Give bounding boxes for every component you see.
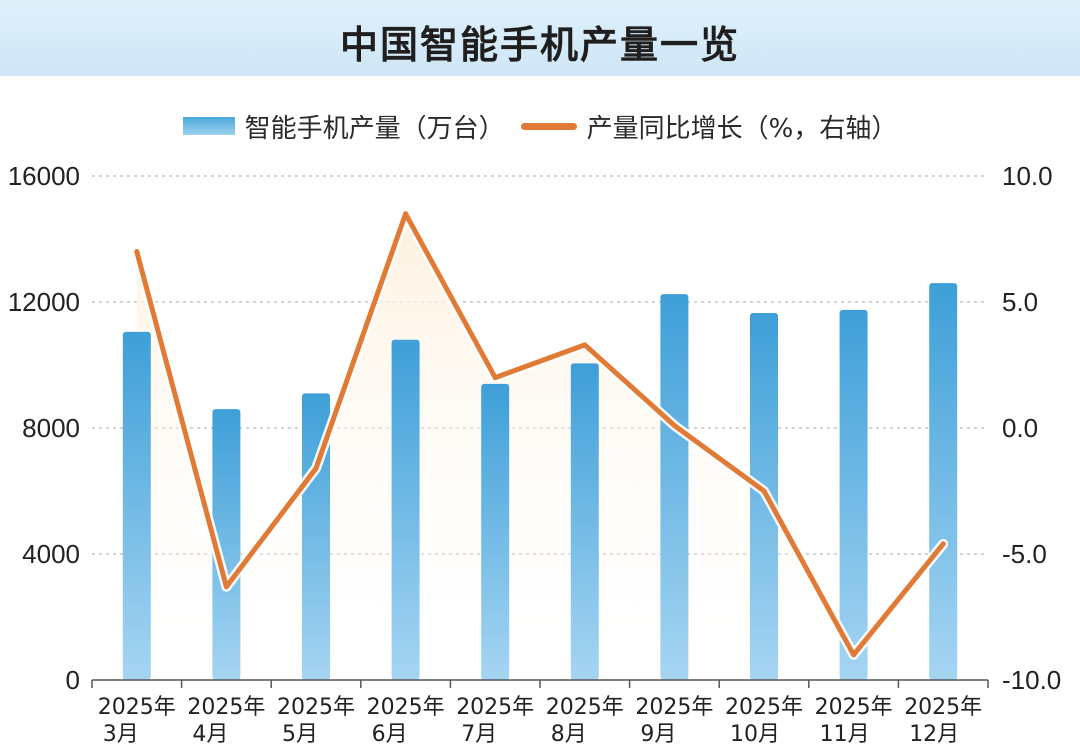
y-right-tick-label: -10.0 [1002,665,1061,695]
series-line [134,211,946,658]
x-tick-label-month: 12月 [909,722,959,747]
line-point [851,652,857,658]
line-point [223,584,229,590]
x-tick-label-month: 9月 [640,722,676,747]
y-left-tick-label: 4000 [22,539,80,569]
line-area-fill [136,213,944,681]
chart-title: 中国智能手机产量一览 [339,23,740,67]
title-banner [0,0,1080,76]
x-tick-label-year: 2025年 [187,695,265,720]
x-tick-label-month: 7月 [461,722,497,747]
legend-item-production: 智能手机产量（万台） [182,108,505,145]
bar [302,393,330,680]
x-tick-label-month: 8月 [551,722,587,747]
bar [391,339,420,680]
line-point [582,342,588,348]
legend-line-swatch [520,122,577,130]
bar [481,383,510,680]
y-left-tick-label: 0 [66,665,80,695]
y-right-tick-label: -5.0 [1002,539,1047,569]
legend-label-production: 智能手机产量（万台） [244,113,505,144]
y-left-tick-label: 8000 [22,413,80,443]
bar [660,294,689,680]
legend-item-growth: 产量同比增长（%，右轴） [520,108,898,145]
x-tick-label-year: 2025年 [367,695,445,720]
x-tick-label-year: 2025年 [725,695,803,720]
line-point [761,488,767,494]
y-left-tick-label: 12000 [8,287,80,317]
bar [212,409,241,680]
x-tick-label-year: 2025年 [456,695,534,720]
y-right-tick-label: 0.0 [1002,413,1038,443]
line-point [940,541,946,547]
bar [570,363,599,680]
legend-label-growth: 产量同比增长（%，右轴） [586,113,898,144]
y-left-tick-label: 16000 [8,161,80,191]
x-tick-label-year: 2025年 [277,695,355,720]
x-tick-label-month: 5月 [282,722,318,747]
bar [122,331,151,680]
legend-bar-swatch [182,117,235,135]
x-tick-label-month: 4月 [192,722,228,747]
line-point [671,422,677,428]
legend: 智能手机产量（万台） 产量同比增长（%，右轴） [0,108,1080,144]
x-tick-label-year: 2025年 [98,695,176,720]
x-tick-label-month: 3月 [103,722,139,747]
x-tick-label-month: 10月 [730,722,780,747]
line-point [492,375,498,381]
line-point [313,465,319,471]
x-tick-label-year: 2025年 [635,695,713,720]
x-tick-label-month: 11月 [820,722,870,747]
x-tick-label-year: 2025年 [904,695,982,720]
bar [929,283,958,680]
line-point [134,249,140,255]
y-right-tick-label: 10.0 [1002,161,1053,191]
bar [839,309,868,680]
x-tick-label-year: 2025年 [546,695,624,720]
x-tick-label-month: 6月 [372,722,408,747]
line-point [403,211,409,217]
y-right-tick-label: 5.0 [1002,287,1038,317]
x-tick-label-year: 2025年 [815,695,893,720]
